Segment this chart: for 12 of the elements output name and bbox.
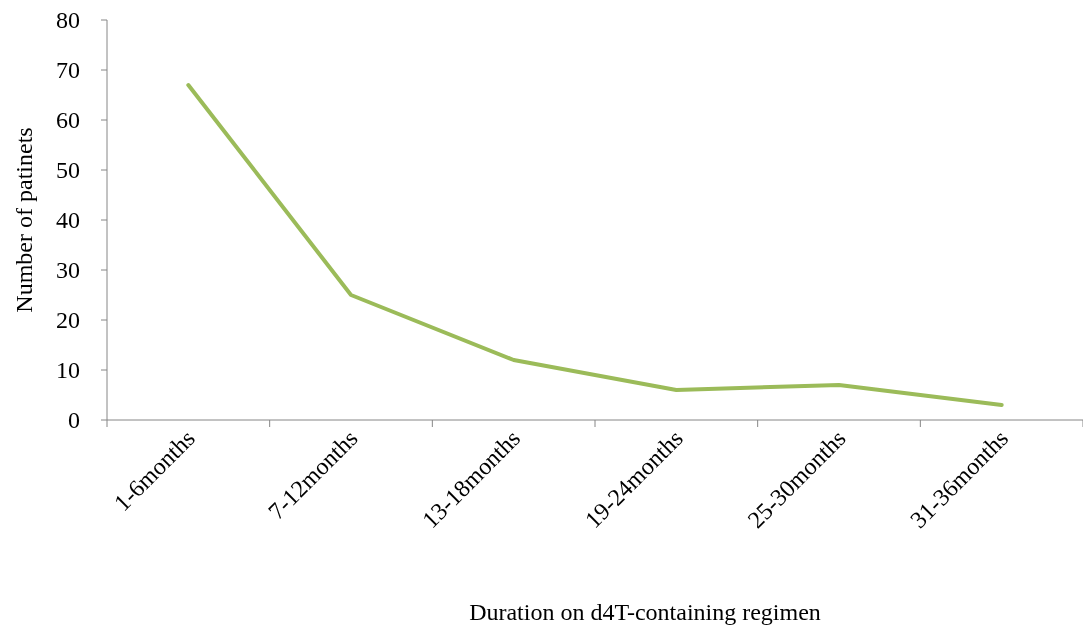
x-axis-title: Duration on d4T-containing regimen: [469, 599, 821, 625]
y-tick-label: 20: [56, 307, 80, 334]
y-tick-label: 60: [56, 107, 80, 134]
y-axis-title: Number of patinets: [11, 127, 37, 313]
y-tick-label: 40: [56, 207, 80, 234]
y-tick-label: 30: [56, 257, 80, 284]
y-tick-label: 0: [68, 407, 80, 434]
y-tick-label: 50: [56, 157, 80, 184]
y-tick-label: 80: [56, 7, 80, 34]
line-series: [186, 83, 1004, 407]
y-tick-label: 70: [56, 57, 80, 84]
y-tick-label: 10: [56, 357, 80, 384]
